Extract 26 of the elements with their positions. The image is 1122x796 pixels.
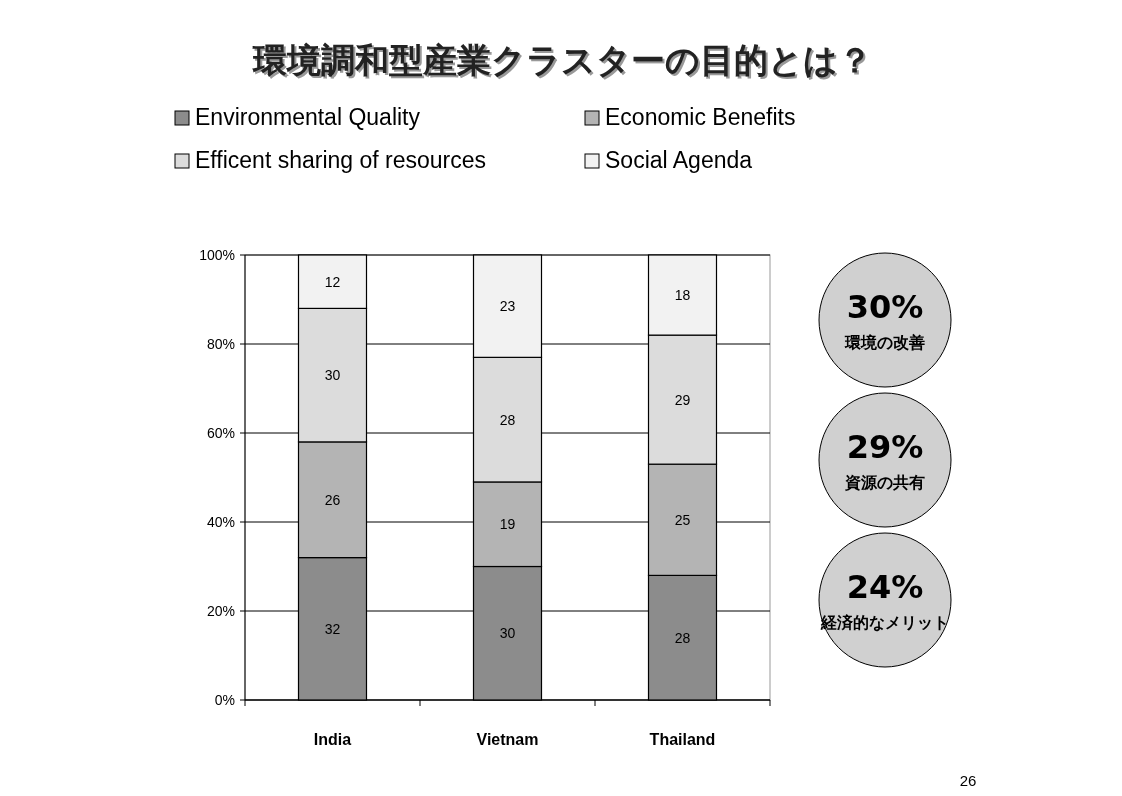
text: 26 [959, 772, 977, 789]
data-label: 26 [324, 491, 341, 508]
x-tick-label: Thailand [649, 731, 716, 748]
y-tick-label: 40% [206, 514, 235, 530]
text: 30% 環境の改善 [844, 288, 925, 352]
text: 29% 資源の共有 [844, 428, 925, 492]
y-tick-label: 0% [214, 692, 235, 708]
data-label: 30 [324, 367, 341, 384]
x-tick-label: Vietnam [476, 731, 539, 748]
data-label: 32 [324, 620, 341, 637]
y-tick-label: 80% [206, 336, 235, 352]
y-tick-label: 60% [206, 425, 235, 441]
data-label: 23 [499, 298, 516, 315]
data-label: 28 [499, 411, 516, 428]
text: 24% 経済的なメリット [820, 568, 949, 632]
data-label: 28 [674, 629, 691, 646]
y-tick-label: 100% [199, 247, 235, 263]
data-label: 29 [674, 391, 691, 408]
x-tick-label: India [313, 731, 352, 748]
data-label: 25 [674, 511, 691, 528]
data-label: 18 [674, 287, 691, 304]
title: 環境調和型産業クラスターの目的とは？ [252, 40, 872, 80]
data-label: 12 [324, 273, 341, 290]
y-tick-label: 20% [206, 603, 235, 619]
data-label: 19 [499, 516, 516, 533]
data-label: 30 [499, 625, 516, 642]
